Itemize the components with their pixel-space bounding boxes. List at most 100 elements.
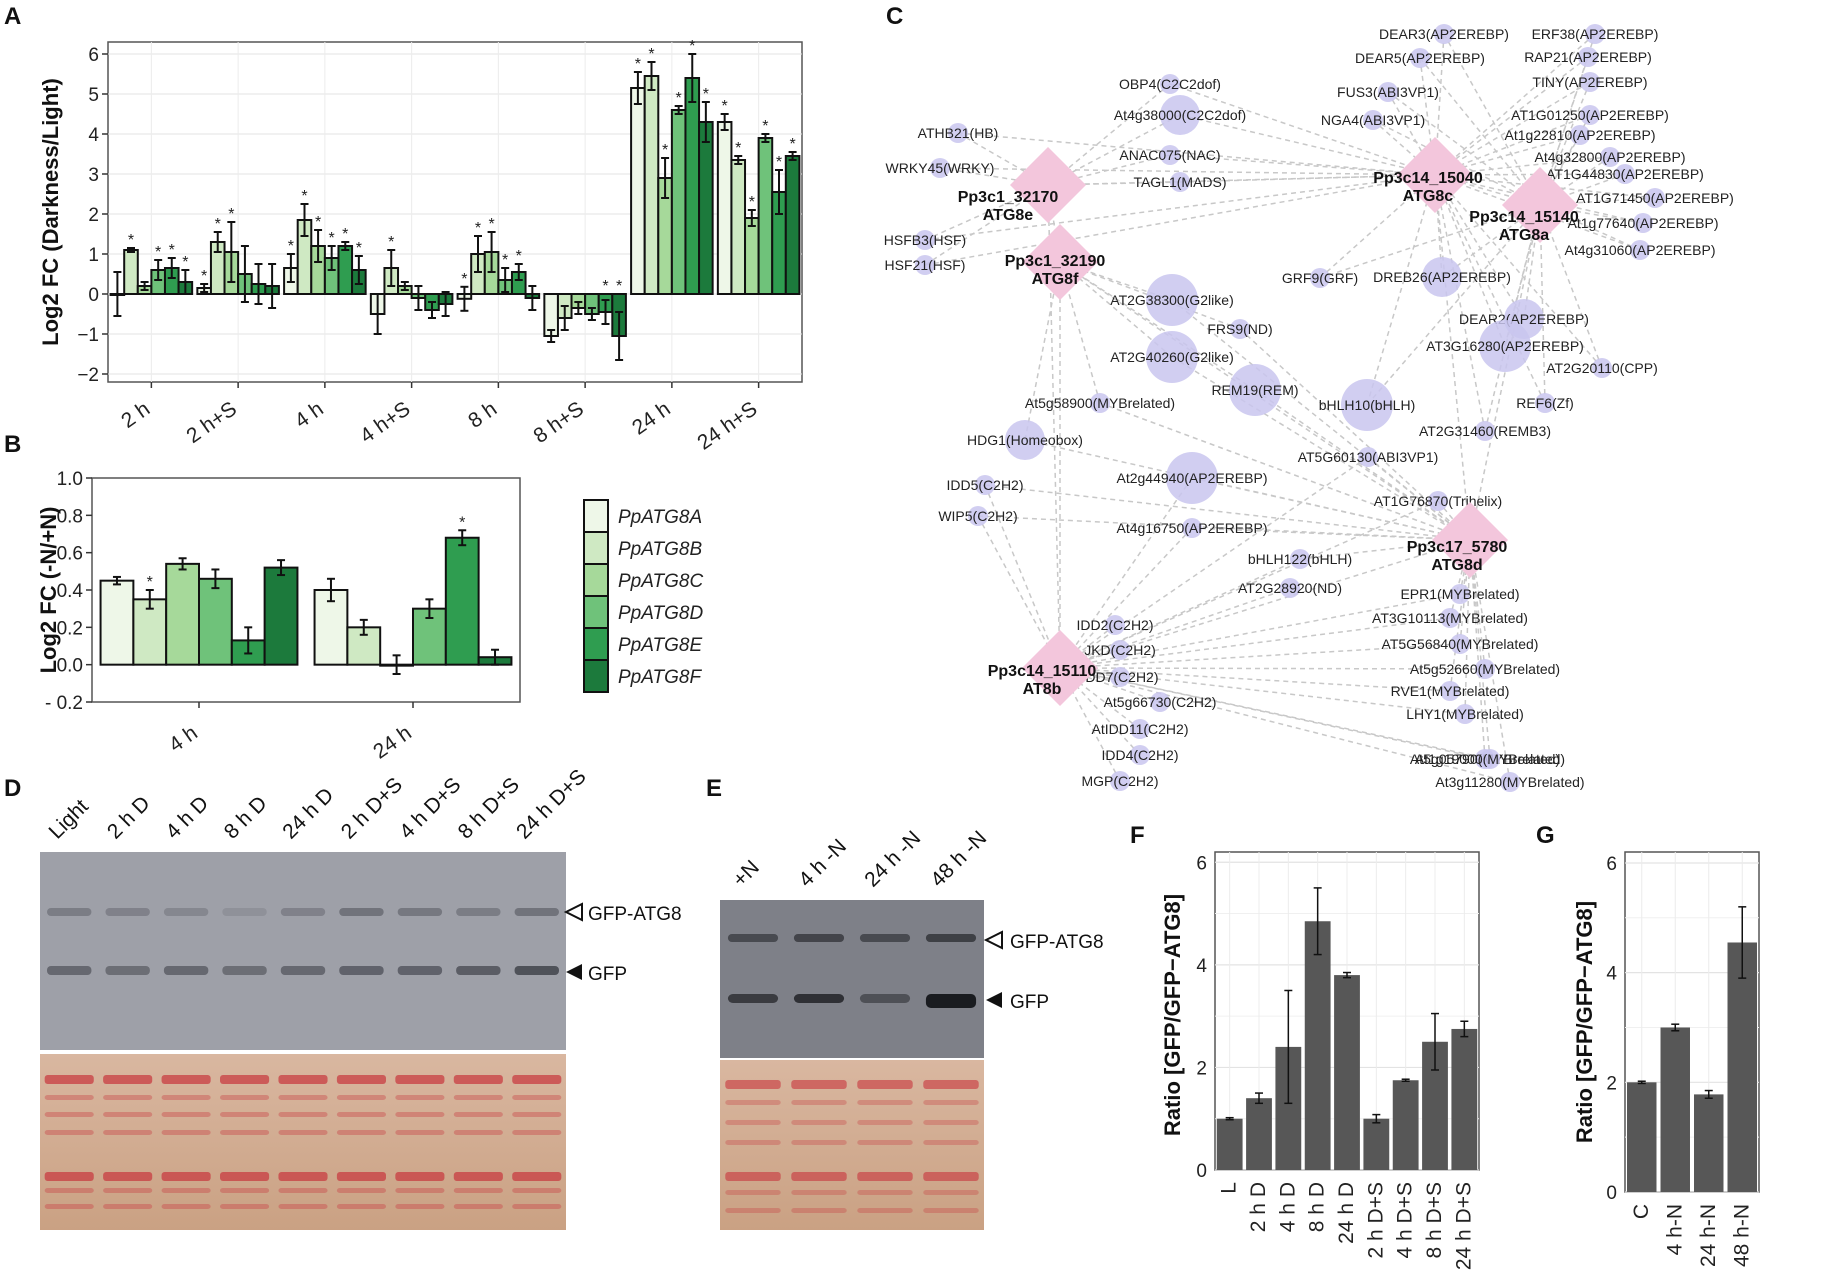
network-edge [1059,667,1486,760]
legend: PpATG8A PpATG8B PpATG8C PpATG8D PpATG8E PpATG… [583,499,703,693]
hub-node [1022,630,1098,706]
panel-f-xticks: L 2 h D 4 h D 8 h D 24 h D 2 h D+S 4 h D+S 8 h … [1218,1182,1476,1270]
filled-arrow-icon [986,992,1002,1008]
filled-arrow-icon [566,964,582,980]
y-tick-label: 0.4 [57,581,84,602]
bar-PpATG8E-2 [337,245,354,295]
network-edge [1059,593,1461,669]
y-tick-label: 3 [88,165,99,186]
ponceau-band [161,1204,211,1209]
tf-node-label: AT5G56840(MYBrelated) [1382,636,1539,652]
tf-node-label: TAGL1(MADS) [1133,174,1226,190]
blot-d-membrane [40,852,566,1050]
tf-node [1428,491,1448,511]
tf-node [1130,719,1150,739]
lane-label: Light [44,795,93,844]
tf-node-label: RAP21(AP2EREBP) [1524,49,1652,65]
panel-g-yticks: 0 2 4 6 [1606,854,1617,1204]
hub-node-sub: ATG8c [1403,188,1453,205]
ponceau-band [857,1172,913,1181]
x-tick-label: 24 h+S [693,397,761,454]
tf-node-label: AT1G01250(AP2EREBP) [1511,107,1669,123]
band-gfp [727,994,779,1003]
tf-node [1578,47,1598,67]
band-gfp-atg8 [339,908,384,916]
network-edge [1059,587,1291,669]
network-edge [1059,617,1451,669]
tf-node-label: GRF9(GRF) [1282,270,1358,286]
network-edge [1239,328,1471,541]
x-tick-label: 8 h D+S [1423,1182,1446,1258]
significance-star: * [749,194,755,211]
tf-node [1105,615,1125,635]
tf-node-label: OBP4(C2C2dof) [1119,76,1221,92]
tf-node [1090,393,1110,413]
lane-label: 24 h D+S [512,765,591,844]
panel-a-xticks: 2 h 2 h+S 4 h 4 h+S 8 h 8 h+S 24 h 24 h+S [117,382,761,455]
tf-node [1410,48,1430,68]
network-edge [1434,174,1603,369]
significance-star: * [356,240,362,257]
significance-star: * [329,230,335,247]
band-gfp [456,966,501,975]
tf-node [1450,634,1470,654]
ponceau-band [725,1120,781,1125]
y-tick-label: 5 [88,85,99,106]
significance-star: * [776,154,782,171]
panel-label-e: E [706,775,722,802]
band-gfp-atg8 [105,908,150,916]
network-edge [1169,83,1436,176]
ponceau-band [791,1172,847,1181]
tf-node-label: At5g58900(MYBrelated) [1025,395,1175,411]
panel-b-bars: ** [99,514,513,675]
band-gfp [339,966,384,975]
x-tick-label: 24 h D [1335,1182,1358,1244]
network-edge [1469,539,1486,760]
network-edge [1419,57,1436,176]
tf-node-label: DREB26(AP2EREBP) [1373,269,1511,285]
tf-node [1450,584,1470,604]
x-tick-label: 24 h [628,397,675,439]
ponceau-band [103,1075,153,1084]
y-tick-label: 2 [88,205,99,226]
tf-node-label: AT2G20110(CPP) [1546,360,1658,376]
significance-star: * [201,268,207,285]
ponceau-band [278,1204,328,1209]
band-gfp [222,966,267,975]
significance-star: * [722,98,728,115]
tf-node-label: At1g19000(MYBrelated) [1415,751,1565,767]
hub-node-name: Pp3c14_15110 [988,663,1097,680]
tf-node [1378,82,1398,102]
tf-node [1580,72,1600,92]
ponceau-band [44,1204,94,1209]
significance-star: * [516,248,522,265]
ponceau-band [791,1120,847,1125]
ponceau-band [103,1130,153,1135]
tf-node [1580,105,1600,125]
network-edge [1047,174,1436,186]
y-tick-label: −2 [77,365,99,386]
network-edge [1059,500,1439,669]
tf-node-label: HSF21(HSF) [885,257,966,273]
tf-node [930,158,950,178]
ponceau-band [161,1075,211,1084]
network-edge [1191,527,1471,541]
bar-4 [1334,975,1360,1170]
ponceau-band [220,1172,270,1181]
network-edge [1443,33,1541,206]
tf-node [1475,659,1495,679]
panel-e-blot: +N 4 h -N 24 h -N 48 h -N GFP-ATG8 GFP [720,827,1104,1230]
ponceau-band [278,1172,328,1181]
tf-node [1110,771,1130,791]
lane-label: +N [728,856,764,892]
tf-node [1005,420,1045,460]
significance-star: * [616,278,622,295]
x-tick-label: 4 h D [1276,1182,1299,1232]
network-nodes: DEAR3(AP2EREBP) DEAR5(AP2EREBP) ERF38(AP2E… [884,24,1734,792]
ponceau-band [220,1204,270,1209]
band-gfp-atg8 [456,908,501,916]
blot-e-lane-labels: +N 4 h -N 24 h -N 48 h -N [728,827,991,892]
band-gfp-atg8 [793,934,845,942]
bar-PpATG8D-6 [670,109,687,295]
ponceau-band [103,1188,153,1193]
